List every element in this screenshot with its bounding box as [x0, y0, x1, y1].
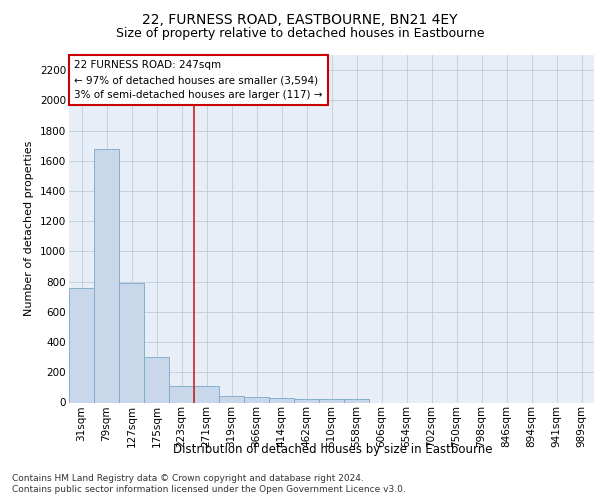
- Bar: [169, 386, 194, 402]
- Bar: [319, 398, 344, 402]
- Y-axis label: Number of detached properties: Number of detached properties: [25, 141, 34, 316]
- Bar: [269, 398, 294, 402]
- Bar: [244, 397, 269, 402]
- Bar: [344, 400, 369, 402]
- Text: 22 FURNESS ROAD: 247sqm
← 97% of detached houses are smaller (3,594)
3% of semi-: 22 FURNESS ROAD: 247sqm ← 97% of detache…: [74, 60, 323, 100]
- Bar: [94, 148, 119, 402]
- Bar: [69, 288, 94, 403]
- Text: Contains public sector information licensed under the Open Government Licence v3: Contains public sector information licen…: [12, 485, 406, 494]
- Text: Contains HM Land Registry data © Crown copyright and database right 2024.: Contains HM Land Registry data © Crown c…: [12, 474, 364, 483]
- Bar: [294, 398, 319, 402]
- Text: 22, FURNESS ROAD, EASTBOURNE, BN21 4EY: 22, FURNESS ROAD, EASTBOURNE, BN21 4EY: [142, 12, 458, 26]
- Bar: [219, 396, 244, 402]
- Bar: [119, 283, 144, 403]
- Text: Size of property relative to detached houses in Eastbourne: Size of property relative to detached ho…: [116, 28, 484, 40]
- Text: Distribution of detached houses by size in Eastbourne: Distribution of detached houses by size …: [173, 442, 493, 456]
- Bar: [194, 386, 219, 402]
- Bar: [144, 357, 169, 403]
